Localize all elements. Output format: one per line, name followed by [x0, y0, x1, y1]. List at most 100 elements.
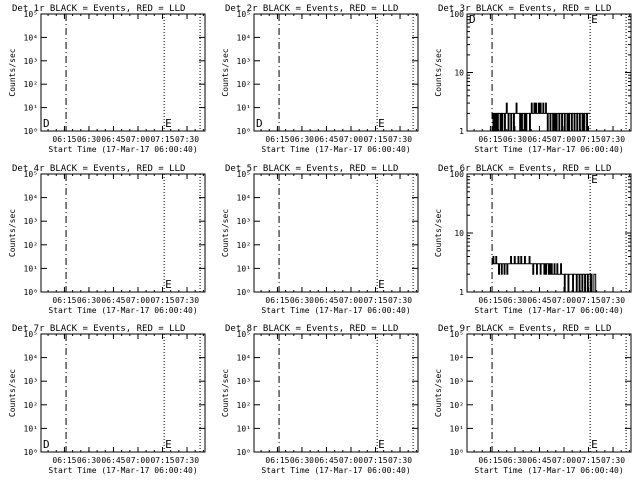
- x-tick-label: 07:00: [552, 296, 576, 305]
- x-tick-label: 07:00: [339, 456, 363, 465]
- y-tick-label: 10²: [24, 401, 38, 410]
- x-tick-label: 07:15: [576, 456, 600, 465]
- x-tick-label: 06:45: [314, 135, 338, 144]
- x-tick-label: 07:15: [363, 456, 387, 465]
- y-tick-label: 10⁰: [24, 448, 38, 457]
- x-tick-label: 07:00: [126, 296, 150, 305]
- x-tick-label: 06:45: [314, 456, 338, 465]
- y-tick-label: 10³: [450, 377, 464, 386]
- x-tick-label: 06:15: [52, 456, 76, 465]
- y-axis-label: Counts/sec: [434, 369, 443, 417]
- x-axis-label: Start Time (17-Mar-17 06:00:40): [261, 466, 410, 475]
- marker-letter: E: [378, 278, 385, 291]
- panel-title: Det 6r BLACK = Events, RED = LLD: [438, 164, 611, 174]
- plot-frame: [466, 333, 632, 453]
- x-tick-label: 06:30: [503, 135, 527, 144]
- y-tick-label: 10¹: [450, 424, 464, 433]
- x-tick-label: 06:30: [290, 296, 314, 305]
- panel-title: Det 1r BLACK = Events, RED = LLD: [12, 4, 185, 14]
- x-tick-label: 06:30: [503, 456, 527, 465]
- y-axis-label: Counts/sec: [434, 48, 443, 96]
- y-tick-label: 10⁴: [24, 354, 38, 363]
- plot-frame: [40, 333, 206, 453]
- y-axis-label: Counts/sec: [221, 48, 230, 96]
- x-tick-label: 06:45: [101, 296, 125, 305]
- marker-letter: D: [469, 13, 476, 26]
- plot-frame: [253, 333, 419, 453]
- x-tick-label: 06:45: [527, 456, 551, 465]
- x-tick-label: 06:45: [101, 135, 125, 144]
- y-tick-label: 1: [459, 127, 464, 136]
- panel-det-7: Det 7r BLACK = Events, RED = LLD 10⁰ 10¹ 10…: [8, 324, 206, 475]
- panel-title: Det 4r BLACK = Events, RED = LLD: [12, 164, 185, 174]
- marker-letter: E: [378, 117, 385, 130]
- y-tick-label: 10³: [237, 217, 251, 226]
- panel-det-1: Det 1r BLACK = Events, RED = LLD 10⁰ 10¹ 10…: [8, 4, 206, 154]
- x-tick-label: 07:15: [363, 296, 387, 305]
- panel-title: Det 8r BLACK = Events, RED = LLD: [225, 324, 398, 334]
- x-tick-label: 07:15: [150, 296, 174, 305]
- x-tick-label: 07:30: [175, 456, 199, 465]
- x-tick-label: 06:30: [77, 456, 101, 465]
- x-tick-label: 07:15: [363, 135, 387, 144]
- y-tick-label: 10¹: [237, 424, 251, 433]
- y-tick-label: 10⁰: [24, 288, 38, 297]
- marker-letter: D: [43, 117, 50, 130]
- y-tick-label: 10⁴: [237, 354, 251, 363]
- panel-det-2: Det 2r BLACK = Events, RED = LLD 10⁰ 10¹ 10…: [221, 4, 419, 154]
- x-tick-label: 07:00: [552, 456, 576, 465]
- y-tick-label: 10⁵: [24, 10, 38, 19]
- y-tick-label: 10: [454, 69, 464, 78]
- x-tick-label: 06:30: [290, 456, 314, 465]
- x-tick-label: 07:15: [150, 456, 174, 465]
- x-tick-label: 06:15: [478, 456, 502, 465]
- x-axis-label: Start Time (17-Mar-17 06:00:40): [474, 145, 623, 154]
- y-axis-label: Counts/sec: [221, 369, 230, 417]
- y-tick-label: 10⁵: [24, 170, 38, 179]
- y-axis-label: Counts/sec: [221, 209, 230, 257]
- y-tick-label: 10⁴: [24, 194, 38, 203]
- events-series: [492, 102, 591, 132]
- x-axis-label: Start Time (17-Mar-17 06:00:40): [474, 466, 623, 475]
- marker-letter: E: [165, 117, 172, 130]
- panel-title: Det 3r BLACK = Events, RED = LLD: [438, 4, 611, 14]
- x-tick-label: 07:00: [339, 135, 363, 144]
- x-tick-label: 06:15: [265, 296, 289, 305]
- events-series: [492, 256, 597, 293]
- y-tick-label: 10²: [237, 80, 251, 89]
- y-tick-label: 10³: [24, 57, 38, 66]
- y-tick-label: 10²: [450, 401, 464, 410]
- x-tick-label: 07:30: [175, 135, 199, 144]
- y-tick-label: 100: [450, 10, 465, 19]
- x-tick-label: 06:45: [527, 296, 551, 305]
- x-tick-label: 06:30: [290, 135, 314, 144]
- marker-letter: E: [591, 438, 598, 451]
- x-tick-label: 07:00: [126, 456, 150, 465]
- x-tick-label: 06:15: [478, 296, 502, 305]
- panel-title: Det 2r BLACK = Events, RED = LLD: [225, 4, 398, 14]
- y-axis-label: Counts/sec: [434, 209, 443, 257]
- y-tick-label: 10⁰: [237, 288, 251, 297]
- y-tick-label: 10³: [24, 377, 38, 386]
- x-axis-label: Start Time (17-Mar-17 06:00:40): [474, 306, 623, 315]
- panel-det-9: Det 9r BLACK = Events, RED = LLD 10⁰ 10¹ 10…: [434, 324, 632, 475]
- y-tick-label: 10¹: [24, 424, 38, 433]
- x-tick-label: 07:15: [576, 296, 600, 305]
- marker-letter: E: [591, 13, 598, 26]
- x-axis-label: Start Time (17-Mar-17 06:00:40): [48, 145, 197, 154]
- panel-title: Det 9r BLACK = Events, RED = LLD: [438, 324, 611, 334]
- x-tick-label: 07:30: [601, 135, 625, 144]
- y-tick-label: 10¹: [237, 104, 251, 113]
- panel-det-6: Det 6r BLACK = Events, RED = LLD 1 10 100 06…: [434, 164, 632, 315]
- x-tick-label: 06:30: [503, 296, 527, 305]
- y-tick-label: 10⁵: [450, 330, 464, 339]
- y-tick-label: 10¹: [24, 264, 38, 273]
- x-axis-label: Start Time (17-Mar-17 06:00:40): [48, 306, 197, 315]
- y-axis-label: Counts/sec: [8, 209, 17, 257]
- x-tick-label: 06:15: [478, 135, 502, 144]
- y-tick-label: 10²: [237, 241, 251, 250]
- plot-frame: [40, 173, 206, 293]
- y-axis-label: Counts/sec: [8, 369, 17, 417]
- y-tick-label: 10: [454, 229, 464, 238]
- x-tick-label: 07:30: [388, 296, 412, 305]
